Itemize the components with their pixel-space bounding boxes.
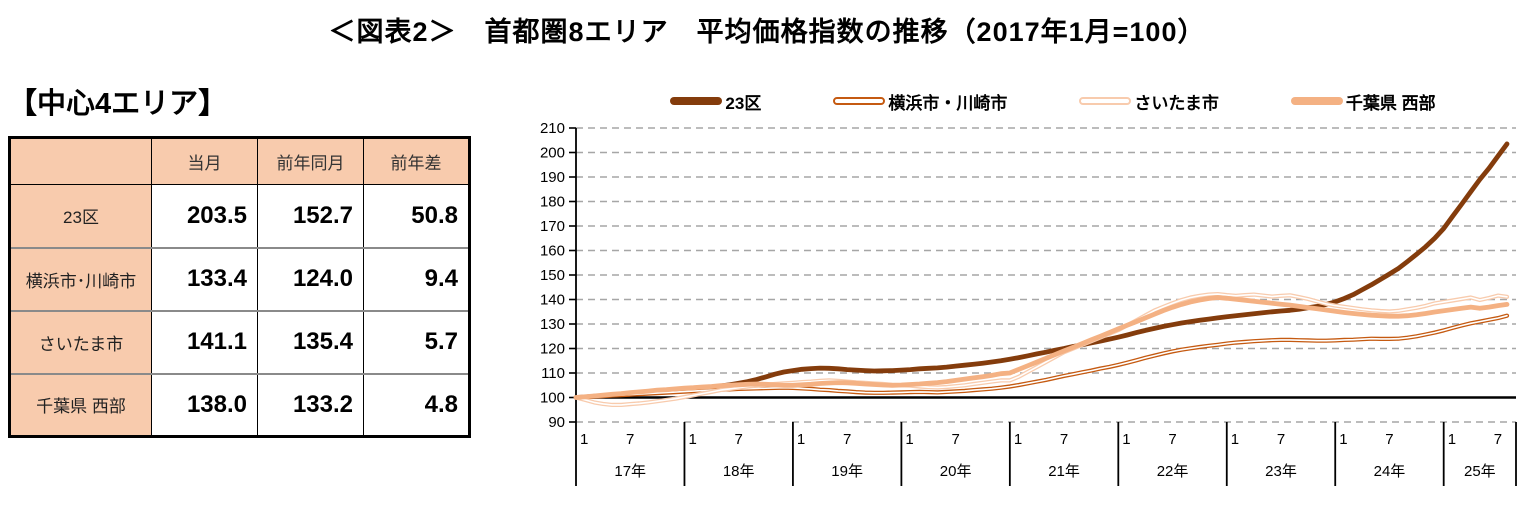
legend-label: 23区 — [725, 93, 762, 113]
svg-text:7: 7 — [951, 431, 959, 448]
svg-text:1: 1 — [1014, 431, 1022, 448]
chart-panel: 23区 横浜市・川崎市 さいたま市 千葉県 西部 90 100 110 120 130 1… — [528, 88, 1534, 505]
panel-heading: 【中心4エリア】 — [8, 88, 228, 120]
summary-table: 当月 前年同月 前年差 23区 203.5 152.7 50.8 横浜市･川崎市… — [8, 136, 471, 438]
table-row: さいたま市 141.1 135.4 5.7 — [9, 309, 470, 374]
legend-label: さいたま市 — [1134, 93, 1219, 113]
value-cell: 135.4 — [257, 309, 364, 374]
svg-text:150: 150 — [540, 267, 565, 284]
col-header-current-month: 当月 — [151, 137, 258, 185]
svg-text:200: 200 — [540, 145, 565, 162]
value-cell: 133.4 — [151, 246, 258, 311]
table-row: 横浜市･川崎市 133.4 124.0 9.4 — [9, 246, 470, 311]
row-label-yokohama-kawasaki: 横浜市･川崎市 — [9, 246, 152, 311]
header-row: 当月 前年同月 前年差 — [9, 137, 470, 185]
table-row: 23区 203.5 152.7 50.8 — [9, 184, 470, 248]
svg-text:7: 7 — [1277, 431, 1285, 448]
svg-text:1: 1 — [1448, 431, 1456, 448]
svg-text:110: 110 — [541, 365, 565, 382]
legend-label: 横浜市・川崎市 — [888, 93, 1008, 113]
svg-text:1: 1 — [1122, 431, 1130, 448]
svg-text:7: 7 — [626, 431, 634, 448]
svg-text:210: 210 — [540, 120, 565, 137]
svg-text:7: 7 — [1385, 431, 1393, 448]
legend-line-swatch — [1290, 97, 1343, 105]
svg-text:170: 170 — [540, 218, 565, 235]
value-cell: 203.5 — [151, 184, 258, 248]
legend-item-saitama: さいたま市 — [1079, 89, 1219, 114]
svg-text:7: 7 — [1168, 431, 1176, 448]
value-cell: 124.0 — [257, 246, 364, 311]
svg-text:7: 7 — [1494, 431, 1502, 448]
value-cell: 152.7 — [257, 184, 364, 248]
svg-text:23年: 23年 — [1265, 463, 1297, 480]
svg-text:190: 190 — [540, 169, 565, 186]
legend-line-swatch — [670, 97, 723, 105]
legend-label: 千葉県 西部 — [1345, 93, 1436, 113]
col-header-yoy-diff: 前年差 — [363, 137, 470, 185]
svg-text:1: 1 — [580, 431, 588, 448]
value-cell: 4.8 — [363, 372, 470, 437]
central-areas-panel: 【中心4エリア】 当月 前年同月 前年差 23区 203.5 152.7 50.… — [8, 80, 471, 438]
svg-text:1: 1 — [797, 431, 805, 448]
svg-text:21年: 21年 — [1048, 463, 1080, 480]
svg-text:20年: 20年 — [940, 463, 972, 480]
figure-title: ＜図表2＞ 首都圏8エリア 平均価格指数の推移（2017年1月=100） — [328, 17, 1206, 47]
svg-text:17年: 17年 — [614, 463, 646, 480]
value-cell: 138.0 — [151, 372, 258, 437]
svg-text:160: 160 — [540, 243, 565, 260]
value-cell: 141.1 — [151, 309, 258, 374]
legend-item-chiba-west: 千葉県 西部 — [1290, 89, 1436, 114]
svg-text:120: 120 — [540, 341, 565, 358]
svg-text:1: 1 — [1231, 431, 1239, 448]
chart-legend: 23区 横浜市・川崎市 さいたま市 千葉県 西部 — [572, 88, 1534, 114]
row-label-23ku: 23区 — [9, 184, 152, 248]
col-header-prev-year-same-month: 前年同月 — [257, 137, 364, 185]
table-row: 千葉県 西部 138.0 133.2 4.8 — [9, 372, 470, 437]
svg-text:19年: 19年 — [831, 463, 863, 480]
corner-cell — [9, 137, 152, 185]
legend-line-swatch — [1079, 97, 1132, 105]
legend-item-23ku: 23区 — [670, 89, 761, 114]
svg-text:140: 140 — [540, 292, 565, 309]
svg-text:100: 100 — [540, 390, 565, 407]
row-label-saitama: さいたま市 — [9, 309, 152, 374]
svg-text:1: 1 — [905, 431, 913, 448]
value-cell: 133.2 — [257, 372, 364, 437]
value-cell: 9.4 — [363, 246, 470, 311]
svg-text:18年: 18年 — [723, 463, 755, 480]
svg-text:7: 7 — [1060, 431, 1068, 448]
svg-text:1: 1 — [688, 431, 696, 448]
legend-line-swatch — [833, 97, 886, 105]
svg-text:180: 180 — [540, 194, 565, 211]
row-label-chiba-west: 千葉県 西部 — [9, 372, 152, 437]
svg-text:7: 7 — [843, 431, 851, 448]
svg-text:25年: 25年 — [1464, 463, 1496, 480]
svg-text:7: 7 — [735, 431, 743, 448]
svg-text:1: 1 — [1339, 431, 1347, 448]
svg-text:24年: 24年 — [1374, 463, 1406, 480]
svg-text:22年: 22年 — [1157, 463, 1189, 480]
value-cell: 50.8 — [363, 184, 470, 248]
svg-text:90: 90 — [548, 414, 565, 431]
svg-text:130: 130 — [540, 316, 565, 333]
value-cell: 5.7 — [363, 309, 470, 374]
legend-item-yokohama-kawasaki: 横浜市・川崎市 — [833, 89, 1007, 114]
